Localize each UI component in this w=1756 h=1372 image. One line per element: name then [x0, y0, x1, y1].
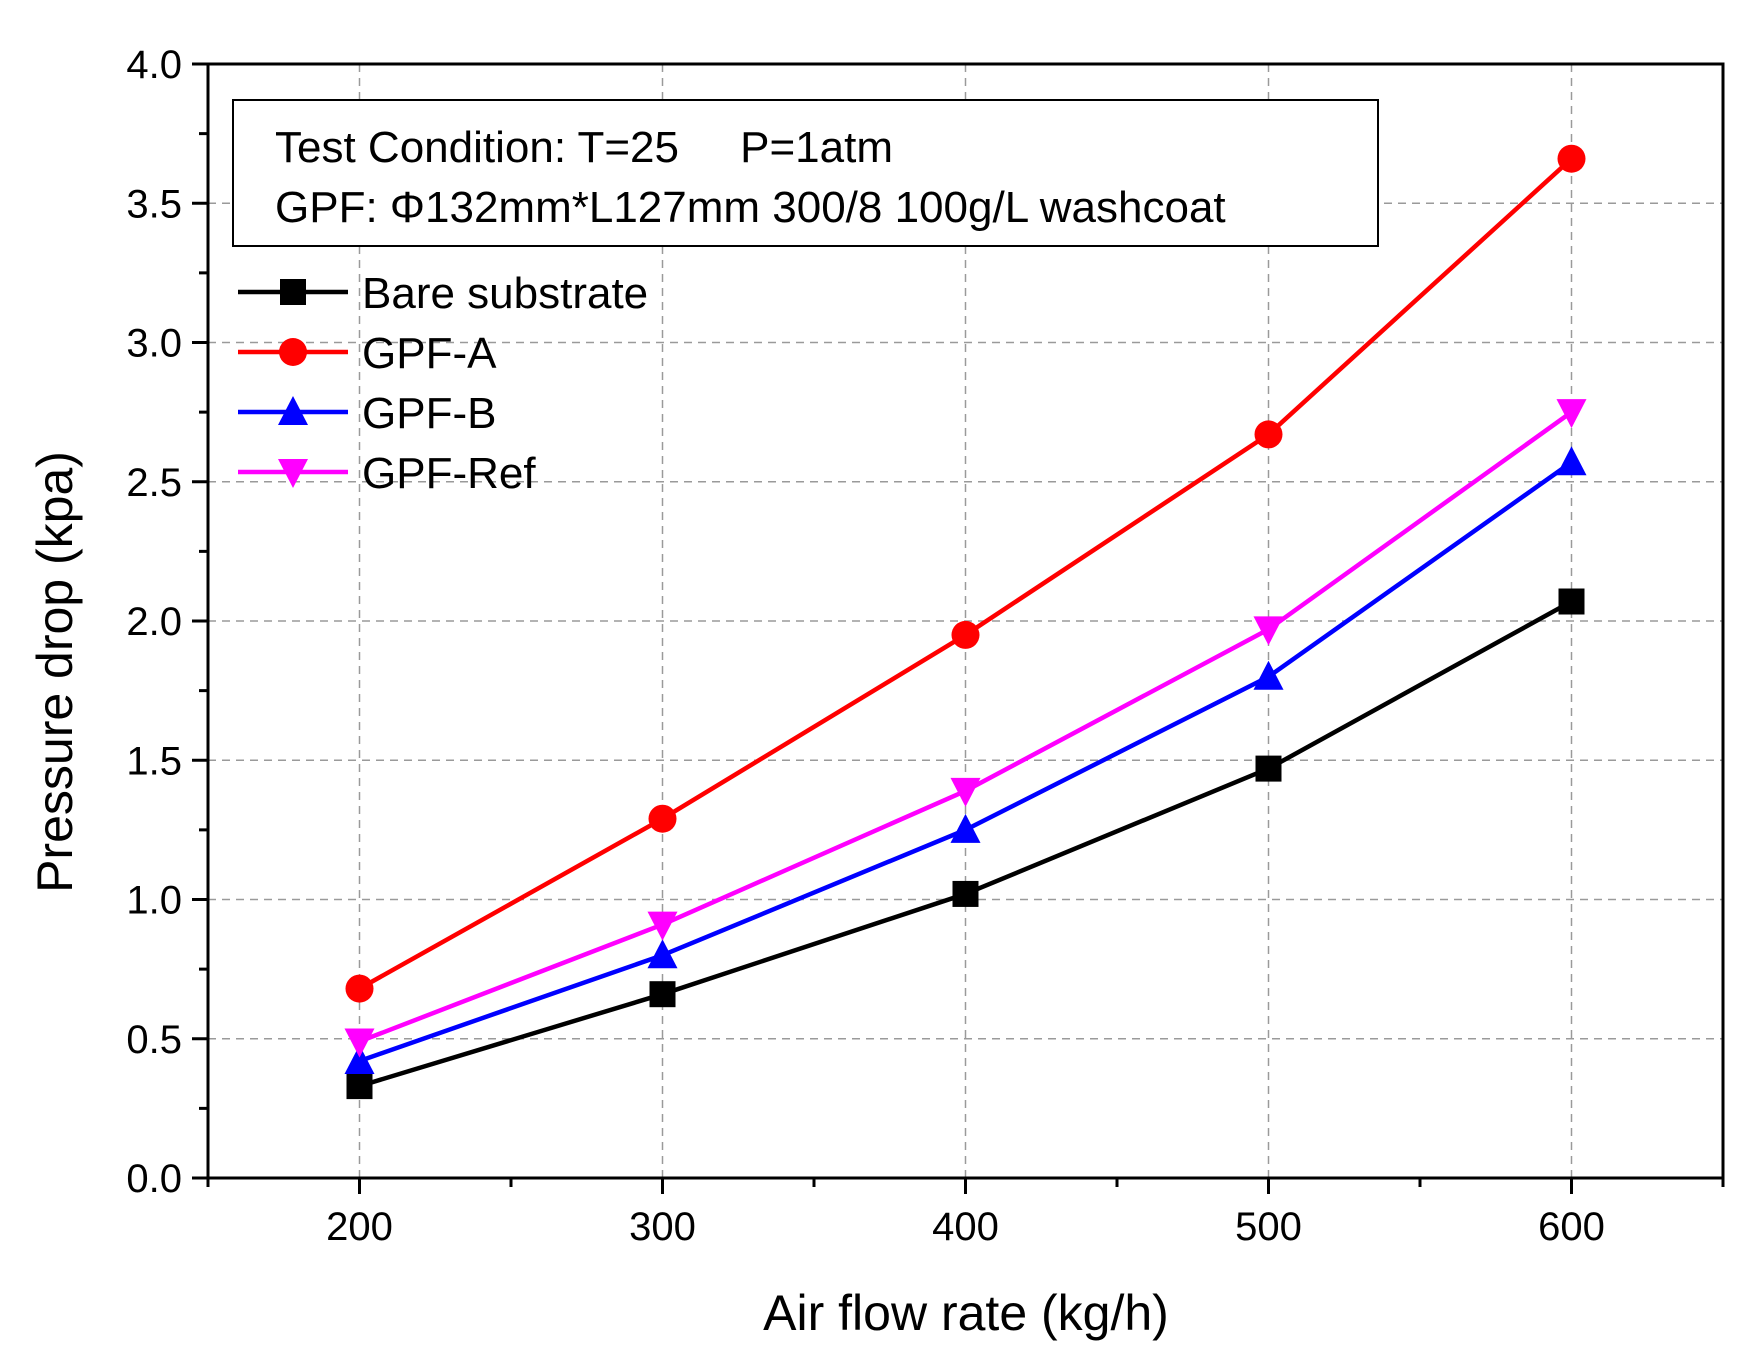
data-point-gpf-ref [647, 911, 678, 941]
data-point-gpf-b [1253, 660, 1284, 690]
legend-marker-bare-substrate [280, 279, 306, 305]
data-point-gpf-a [345, 974, 374, 1003]
y-tick-label: 1.0 [126, 879, 182, 923]
y-axis-title: Pressure drop (kpa) [27, 451, 83, 893]
y-tick-label: 2.5 [126, 461, 182, 505]
legend: Bare substrate GPF-A GPF-B GPF-Ref [238, 269, 648, 498]
legend-marker-gpf-a [279, 338, 307, 366]
data-point-gpf-ref [950, 777, 981, 807]
y-tick-label: 0.5 [126, 1018, 182, 1062]
test-condition-box: Test Condition: T=25 P=1atm GPF: Φ132mm*… [232, 99, 1379, 247]
legend-label-gpf-ref: GPF-Ref [362, 449, 536, 498]
data-point-gpf-ref [1253, 616, 1284, 646]
data-point-bare-substrate [649, 981, 676, 1008]
data-point-gpf-b [950, 813, 981, 843]
series-line-bare-substrate [358, 599, 1573, 1089]
legend-item-gpf-ref: GPF-Ref [238, 449, 536, 498]
data-point-gpf-a [648, 804, 677, 833]
legend-label-gpf-b: GPF-B [362, 389, 496, 438]
series-gpf-a [345, 144, 1586, 1003]
legend-label-bare-substrate: Bare substrate [362, 269, 648, 318]
y-tick-label: 0.0 [126, 1157, 182, 1201]
y-tick-label: 3.0 [126, 322, 182, 366]
x-tick-label: 500 [1235, 1205, 1302, 1249]
legend-marker-gpf-b [278, 396, 308, 425]
data-point-bare-substrate [346, 1073, 373, 1100]
y-tick-label: 1.5 [126, 739, 182, 783]
legend-item-bare-substrate: Bare substrate [238, 269, 648, 318]
x-axis-title: Air flow rate (kg/h) [763, 1285, 1169, 1341]
y-tick-label: 2.0 [126, 600, 182, 644]
data-point-bare-substrate [952, 880, 979, 907]
series-layer [344, 144, 1587, 1100]
x-tick-label: 400 [932, 1205, 999, 1249]
series-gpf-ref [344, 399, 1587, 1058]
data-point-gpf-b [647, 939, 678, 969]
data-point-gpf-ref [344, 1028, 375, 1058]
x-tick-label: 300 [629, 1205, 696, 1249]
data-point-gpf-a [951, 620, 980, 649]
test-condition-line-1: Test Condition: T=25 P=1atm [275, 123, 893, 172]
legend-item-gpf-a: GPF-A [238, 329, 497, 378]
axis-ticks: 0.0 0.5 1.0 1.5 2.0 2.5 3.0 3.5 4.0 200 300 400 500 6… [126, 43, 1725, 1249]
data-point-gpf-a [1557, 144, 1586, 173]
legend-label-gpf-a: GPF-A [362, 329, 497, 378]
data-point-bare-substrate [1255, 755, 1282, 782]
y-tick-label: 3.5 [126, 182, 182, 226]
series-gpf-b [344, 446, 1587, 1075]
data-point-gpf-a [1254, 420, 1283, 449]
legend-marker-gpf-ref [278, 459, 308, 488]
x-tick-label: 200 [326, 1205, 393, 1249]
data-point-gpf-b [344, 1045, 375, 1075]
data-point-bare-substrate [1558, 588, 1585, 615]
test-condition-line-2: GPF: Φ132mm*L127mm 300/8 100g/L washcoat [275, 183, 1226, 232]
y-tick-label: 4.0 [126, 43, 182, 87]
legend-item-gpf-b: GPF-B [238, 389, 496, 438]
test-condition-frame [232, 99, 1379, 247]
x-tick-label: 600 [1538, 1205, 1605, 1249]
series-bare-substrate [346, 588, 1585, 1100]
data-point-gpf-b [1556, 446, 1587, 476]
data-point-gpf-ref [1556, 399, 1587, 429]
